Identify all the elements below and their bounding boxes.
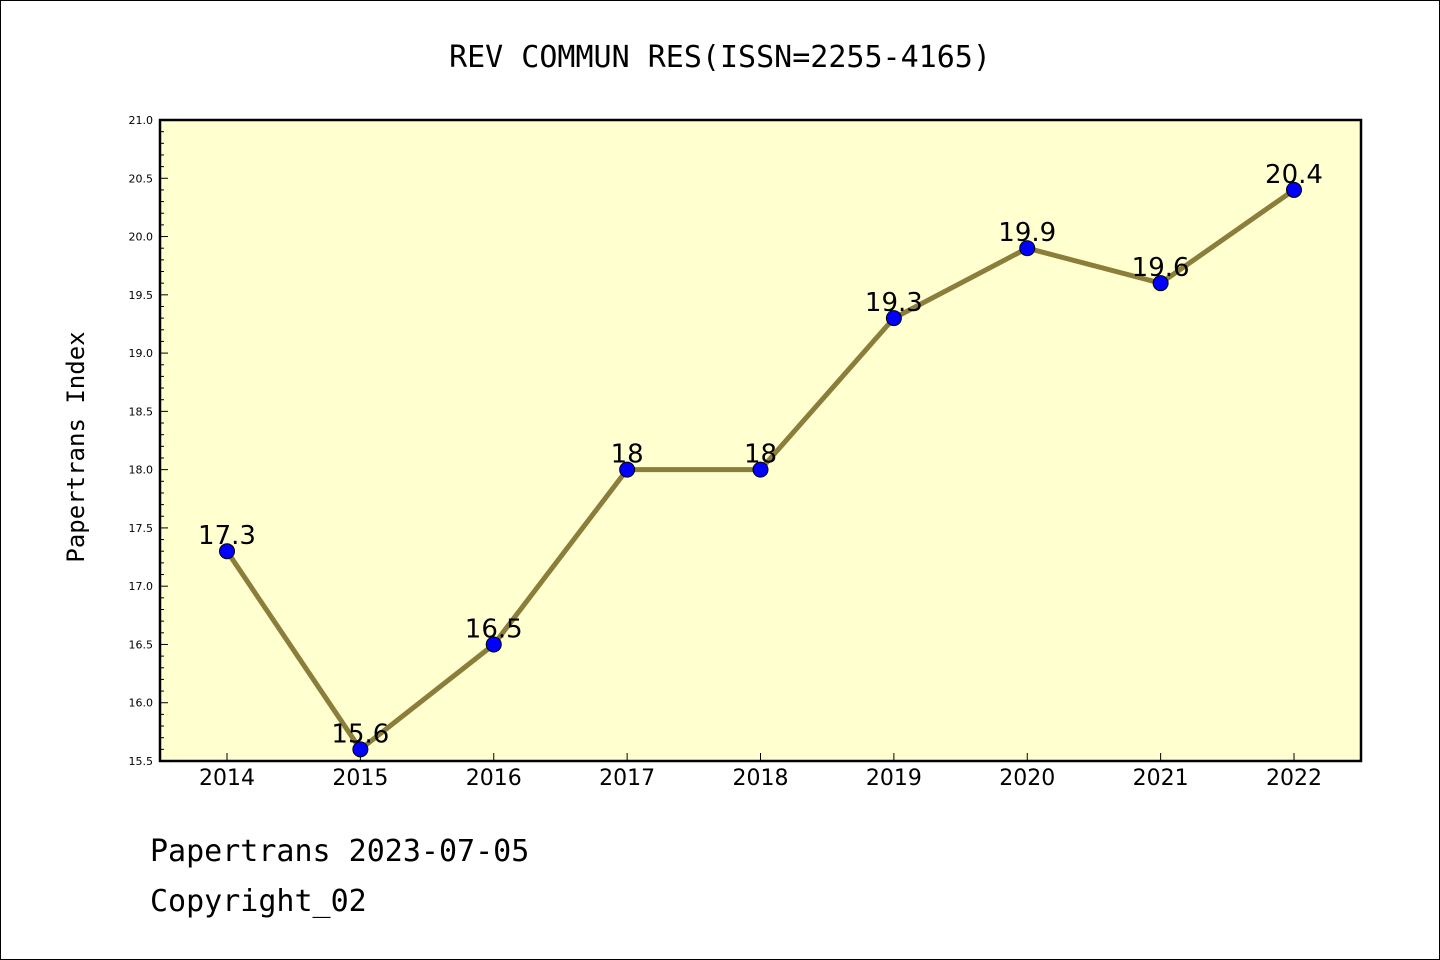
data-label: 16.5 bbox=[465, 614, 523, 644]
data-point bbox=[1019, 240, 1036, 257]
plot-area bbox=[158, 118, 1363, 763]
data-point bbox=[485, 636, 502, 653]
y-tick-label: 16.5 bbox=[129, 638, 154, 651]
x-tick-label: 2017 bbox=[599, 766, 655, 791]
data-point bbox=[752, 461, 769, 478]
x-tick-label: 2020 bbox=[999, 766, 1055, 791]
data-label: 19.6 bbox=[1132, 253, 1190, 283]
y-tick-label: 16.0 bbox=[129, 697, 154, 710]
y-tick-label: 15.5 bbox=[129, 755, 154, 768]
data-point bbox=[219, 543, 235, 560]
y-axis: 15.5 16.0 16.5 17.0 17.5 18.0 18.5 19.0 19.5 20.0… bbox=[129, 114, 168, 768]
y-tick-label: 19.0 bbox=[129, 347, 154, 360]
x-tick-label: 2022 bbox=[1266, 766, 1322, 791]
y-tick-label: 20.0 bbox=[129, 231, 154, 244]
data-label: 20.4 bbox=[1265, 160, 1323, 190]
x-tick-label: 2014 bbox=[199, 766, 255, 791]
data-label: 15.6 bbox=[331, 719, 389, 749]
data-point bbox=[352, 741, 369, 758]
data-label: 19.9 bbox=[998, 218, 1056, 248]
series-markers bbox=[219, 181, 1302, 758]
data-point bbox=[1152, 275, 1169, 292]
x-tick-label: 2015 bbox=[332, 766, 388, 791]
y-tick-label: 18.5 bbox=[129, 405, 154, 418]
x-axis: 2014 2015 2016 2017 2018 2019 2020 2021 2022 bbox=[199, 753, 1322, 791]
data-label: 17.3 bbox=[198, 521, 256, 551]
data-label: 19.3 bbox=[865, 288, 923, 318]
data-point bbox=[885, 310, 902, 327]
data-point bbox=[1286, 181, 1302, 198]
y-tick-label: 17.5 bbox=[129, 522, 154, 535]
y-tick-label: 20.5 bbox=[129, 172, 154, 185]
data-labels: 17.3 15.6 16.5 18 18 19.3 19.9 19.6 20.4 bbox=[198, 160, 1323, 749]
data-label: 18 bbox=[744, 440, 777, 470]
data-label: 18 bbox=[611, 440, 644, 470]
x-tick-label: 2019 bbox=[866, 766, 922, 791]
x-tick-label: 2016 bbox=[466, 766, 522, 791]
chart-title: REV COMMUN RES(ISSN=2255-4165) bbox=[449, 40, 991, 75]
y-axis-label: Papertrans Index bbox=[62, 331, 90, 562]
data-point bbox=[619, 461, 636, 478]
x-tick-label: 2021 bbox=[1133, 766, 1189, 791]
footer-copyright: Copyright_02 bbox=[150, 884, 367, 919]
y-tick-label: 19.5 bbox=[129, 289, 154, 302]
footer-source: Papertrans 2023-07-05 bbox=[150, 834, 530, 869]
y-tick-label: 17.0 bbox=[129, 580, 154, 593]
y-tick-label: 18.0 bbox=[129, 464, 154, 477]
y-tick-label: 21.0 bbox=[129, 114, 154, 127]
x-tick-label: 2018 bbox=[733, 766, 789, 791]
